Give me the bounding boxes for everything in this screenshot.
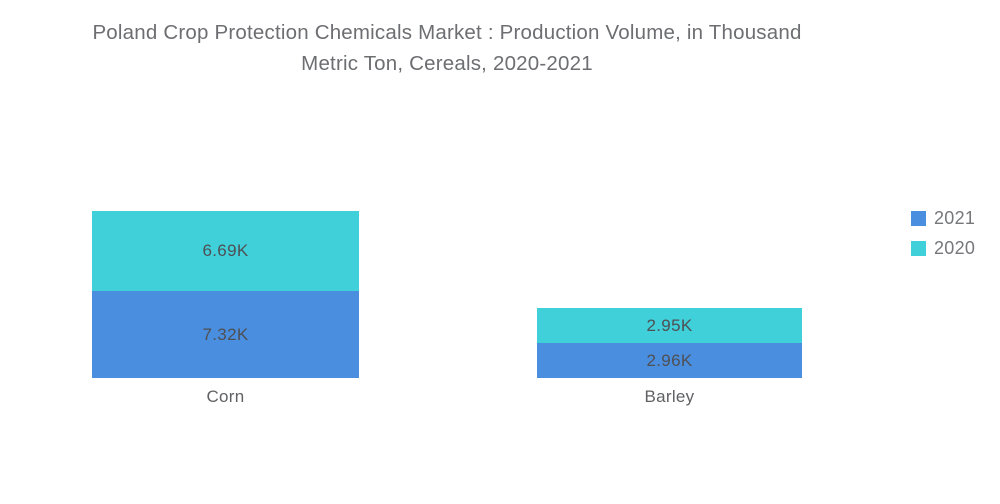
bar-segment-2020-barley[interactable]: 2.95K	[537, 308, 802, 343]
category-label-barley: Barley	[644, 387, 695, 406]
chart-title: Poland Crop Protection Chemicals Market …	[0, 17, 894, 79]
chart-title-line-1: Poland Crop Protection Chemicals Market …	[92, 21, 802, 44]
bar-segment-2021-corn[interactable]: 7.32K	[92, 291, 359, 378]
bar-segment-2021-barley[interactable]: 2.96K	[537, 343, 802, 378]
category-label-corn: Corn	[206, 387, 245, 406]
bar-segment-2020-corn[interactable]: 6.69K	[92, 211, 359, 291]
bar-value-label-2020-corn: 6.69K	[202, 241, 249, 260]
bar-group-corn: 6.69K 7.32K Corn	[92, 211, 359, 406]
legend-swatch-2021	[911, 211, 926, 226]
bar-value-label-2021-corn: 7.32K	[202, 324, 249, 344]
legend-label-2020: 2020	[934, 238, 976, 258]
legend-swatch-2020	[911, 241, 926, 256]
legend-label-2021: 2021	[934, 208, 976, 228]
legend-item-2020[interactable]: 2020	[911, 238, 975, 259]
legend-item-2021[interactable]: 2021	[911, 208, 975, 229]
bar-group-barley: 2.95K 2.96K Barley	[537, 308, 802, 406]
legend: 2021 2020	[911, 208, 975, 259]
bar-value-label-2021-barley: 2.96K	[646, 350, 693, 370]
chart-title-line-2: Metric Ton, Cereals, 2020-2021	[301, 52, 593, 75]
bar-value-label-2020-barley: 2.95K	[646, 315, 693, 335]
